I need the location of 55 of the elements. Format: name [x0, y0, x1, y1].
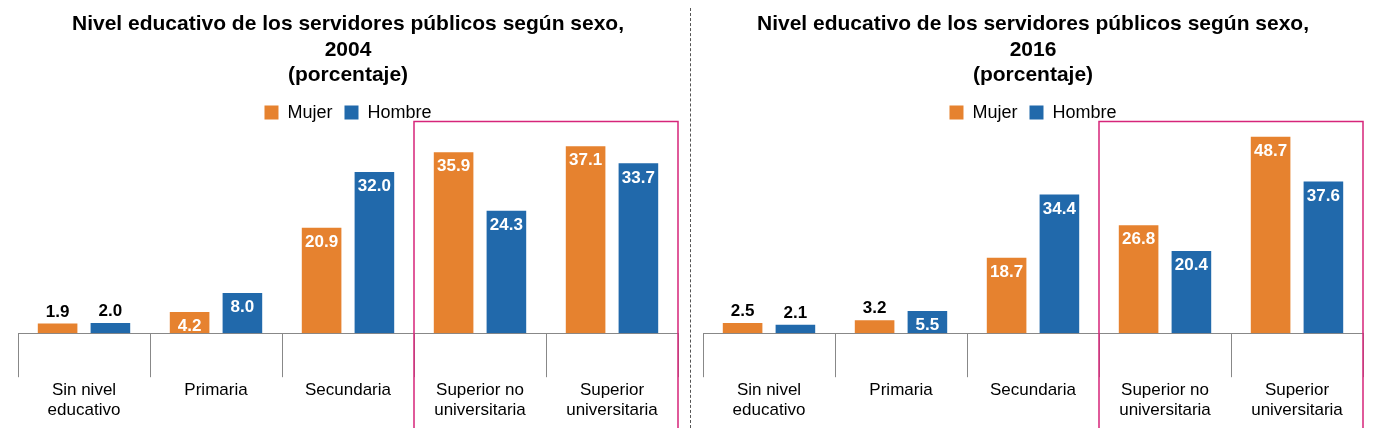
data-label: 20.4	[1174, 255, 1209, 275]
data-label: 37.6	[1306, 185, 1340, 205]
data-label: 26.8	[1122, 229, 1156, 249]
x-tick-label: Superior no universitaria	[1119, 380, 1212, 420]
bar	[433, 152, 474, 334]
data-label: 1.9	[45, 301, 70, 321]
data-label: 20.9	[305, 232, 339, 252]
data-label: 4.2	[177, 316, 202, 336]
x-tick-label: Primaria	[869, 380, 934, 400]
chart-subtitle: (porcentaje)	[287, 61, 409, 85]
bar	[854, 320, 895, 334]
data-label: 8.0	[230, 297, 255, 317]
x-tick-label: Sin nivel educativo	[732, 380, 806, 420]
bar	[301, 227, 342, 334]
data-label: 2.0	[98, 301, 123, 321]
bar	[986, 257, 1027, 334]
bar	[565, 146, 606, 334]
data-label: 5.5	[915, 315, 940, 335]
legend-label: Hombre	[367, 101, 432, 122]
data-label: 2.1	[783, 302, 808, 322]
legend-label: Hombre	[1052, 101, 1117, 122]
x-tick-label: Superior no universitaria	[434, 380, 527, 420]
bar	[618, 163, 659, 334]
data-label: 33.7	[621, 167, 655, 187]
data-label: 37.1	[569, 150, 603, 170]
bar	[1250, 136, 1291, 334]
bar	[37, 323, 78, 334]
data-label: 34.4	[1042, 198, 1077, 218]
data-label: 2.5	[730, 301, 755, 321]
bar	[1303, 181, 1344, 334]
x-tick-label: Superior universitaria	[566, 380, 659, 420]
x-tick-label: Secundaria	[304, 380, 392, 400]
data-label: 32.0	[357, 176, 391, 196]
x-tick-label: Sin nivel educativo	[47, 380, 121, 420]
bar	[90, 323, 131, 334]
data-label: 18.7	[990, 261, 1024, 281]
x-tick-label: Secundaria	[989, 380, 1077, 400]
x-tick-label: Primaria	[184, 380, 249, 400]
bar	[1171, 250, 1212, 334]
data-label: 48.7	[1254, 141, 1288, 161]
bar	[486, 210, 527, 334]
data-label: 24.3	[489, 214, 523, 234]
bar	[354, 171, 395, 334]
bar	[775, 324, 816, 334]
legend-label: Mujer	[972, 101, 1018, 122]
chart-title: Nivel educativo de los servidores públicos según sexo, 2004	[71, 11, 625, 60]
data-label: 35.9	[437, 156, 471, 176]
data-label: 3.2	[862, 298, 887, 318]
chart-title: Nivel educativo de los servidores públicos según sexo, 2016	[756, 11, 1310, 60]
chart-subtitle: (porcentaje)	[972, 61, 1094, 85]
bar	[1118, 225, 1159, 334]
x-tick-label: Superior universitaria	[1251, 380, 1344, 420]
bar	[1039, 194, 1080, 334]
bar	[722, 323, 763, 334]
legend-label: Mujer	[287, 101, 333, 122]
